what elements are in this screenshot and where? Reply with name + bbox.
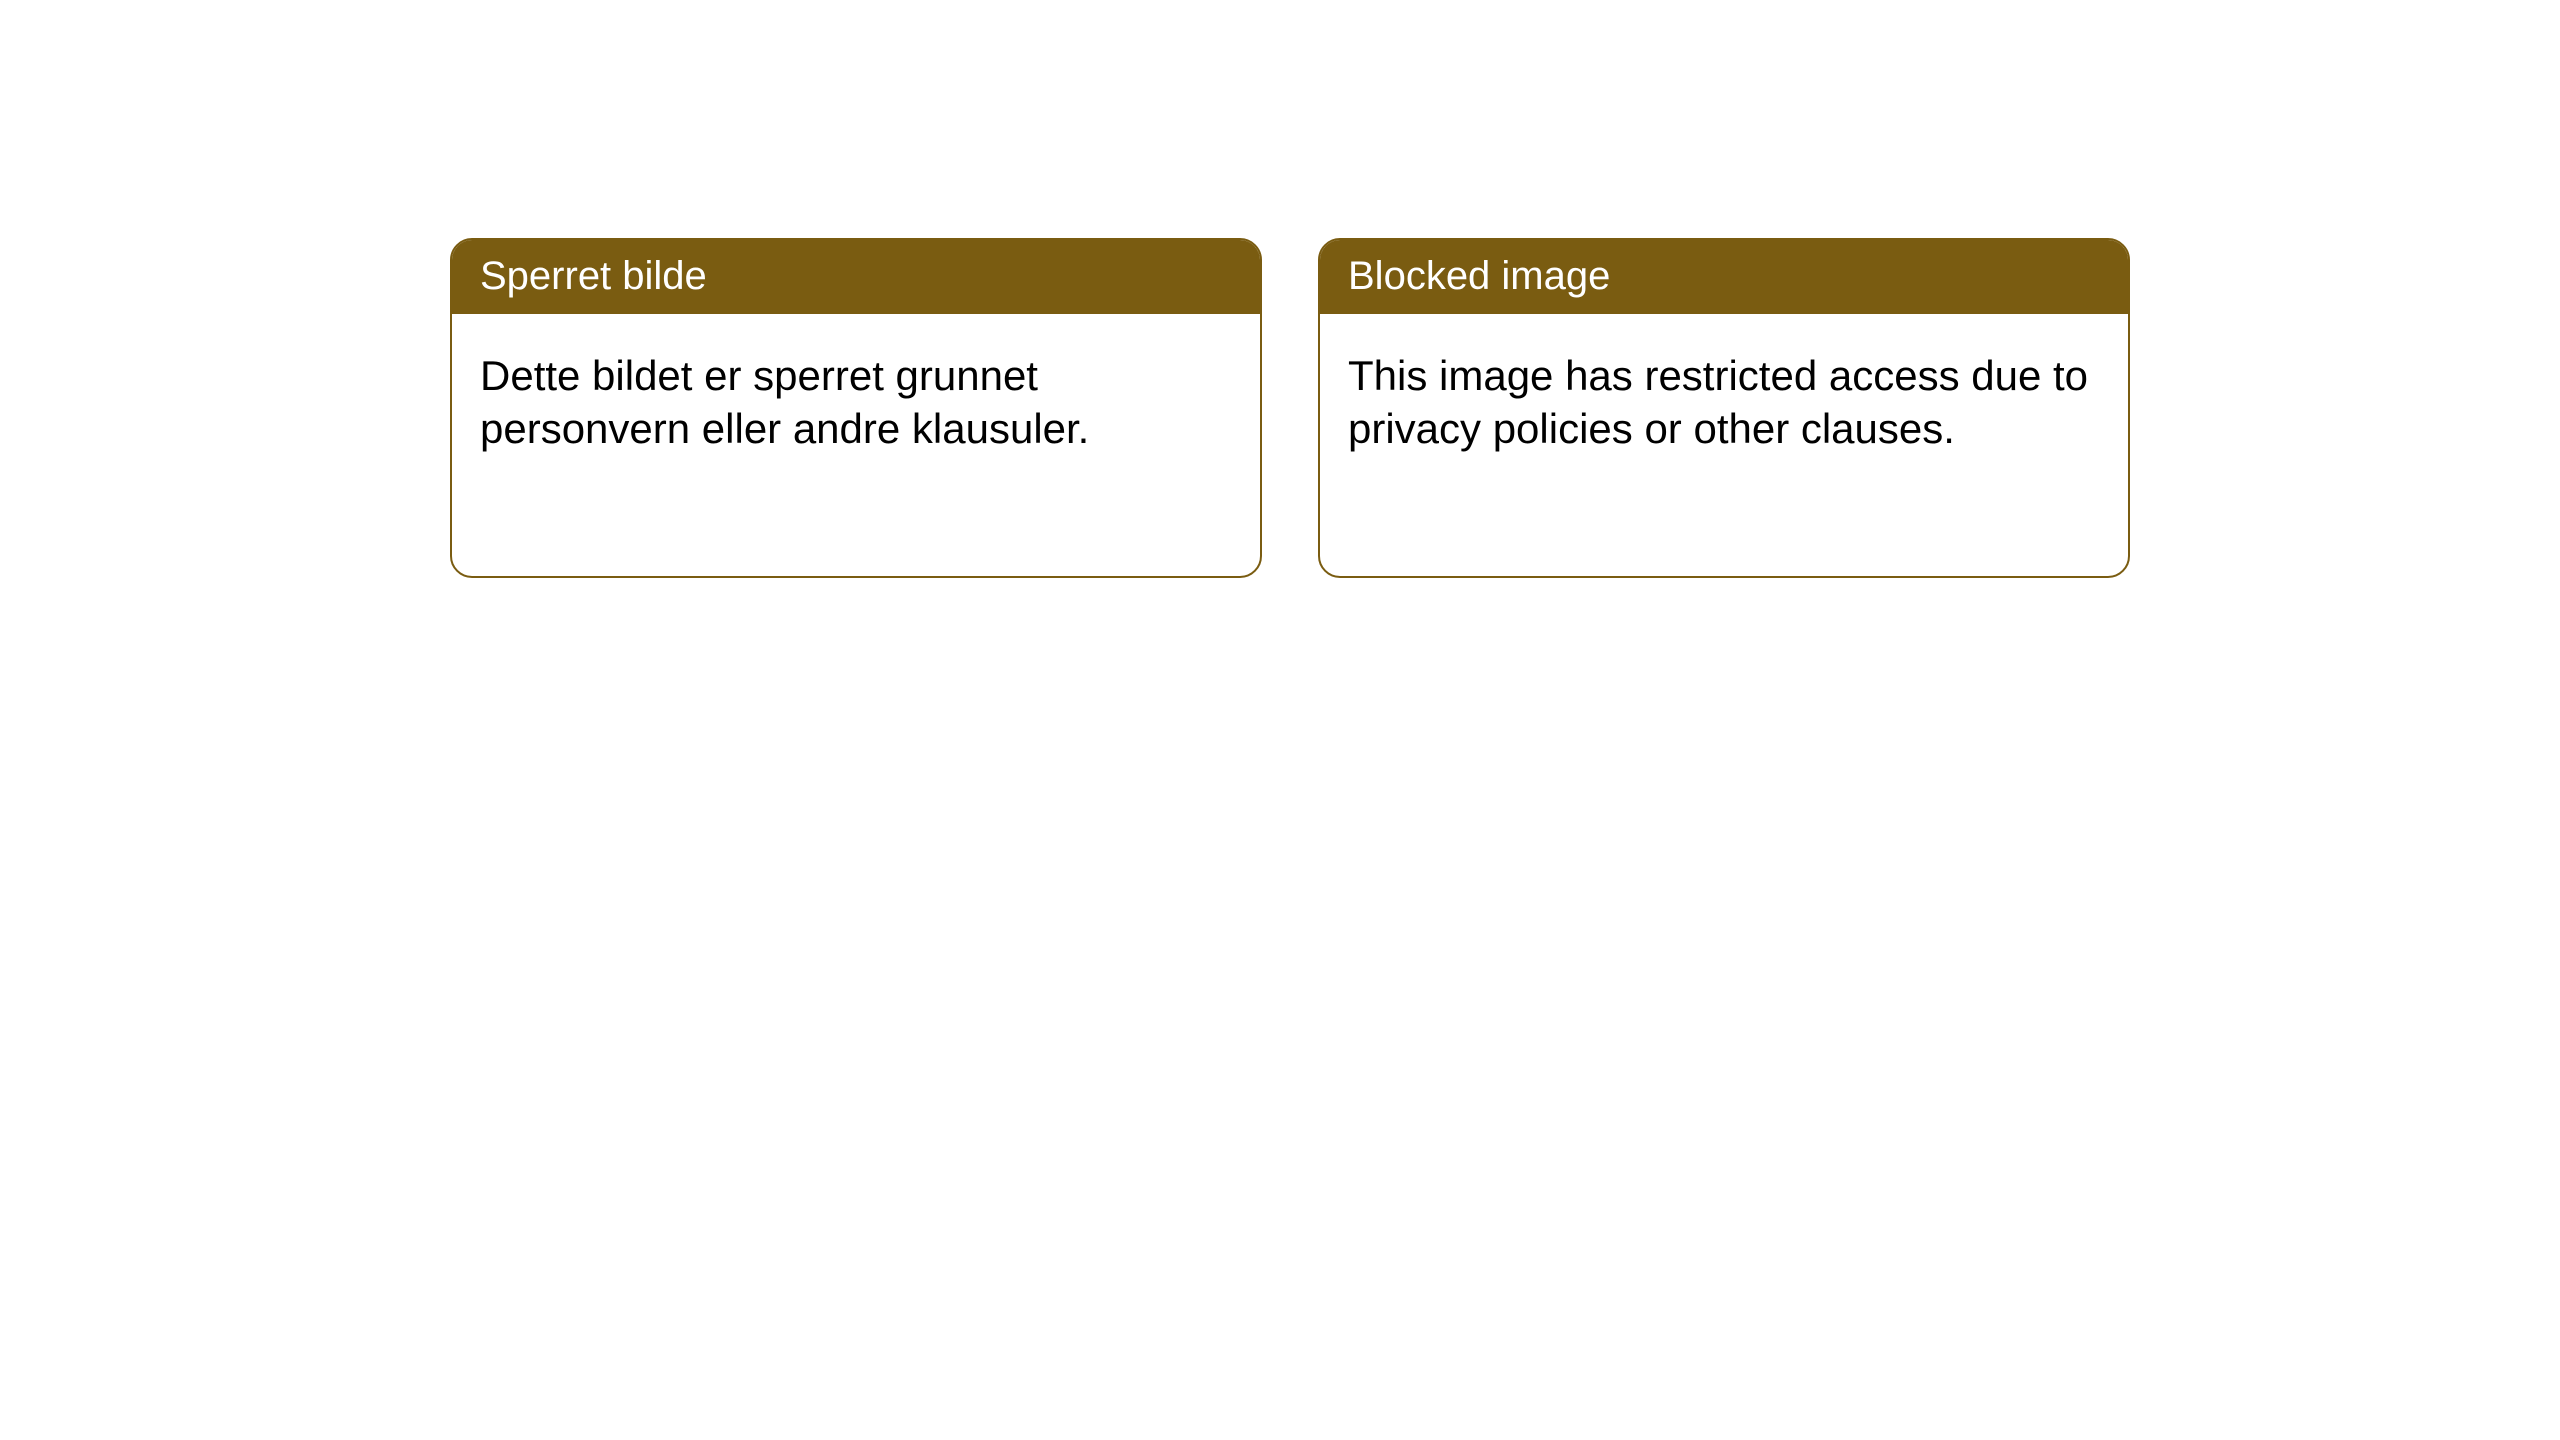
- notice-title: Sperret bilde: [452, 240, 1260, 314]
- notice-card-norwegian: Sperret bilde Dette bildet er sperret gr…: [450, 238, 1262, 578]
- notice-body: Dette bildet er sperret grunnet personve…: [452, 314, 1260, 491]
- notice-title: Blocked image: [1320, 240, 2128, 314]
- notice-body: This image has restricted access due to …: [1320, 314, 2128, 491]
- notice-container: Sperret bilde Dette bildet er sperret gr…: [0, 0, 2560, 578]
- notice-card-english: Blocked image This image has restricted …: [1318, 238, 2130, 578]
